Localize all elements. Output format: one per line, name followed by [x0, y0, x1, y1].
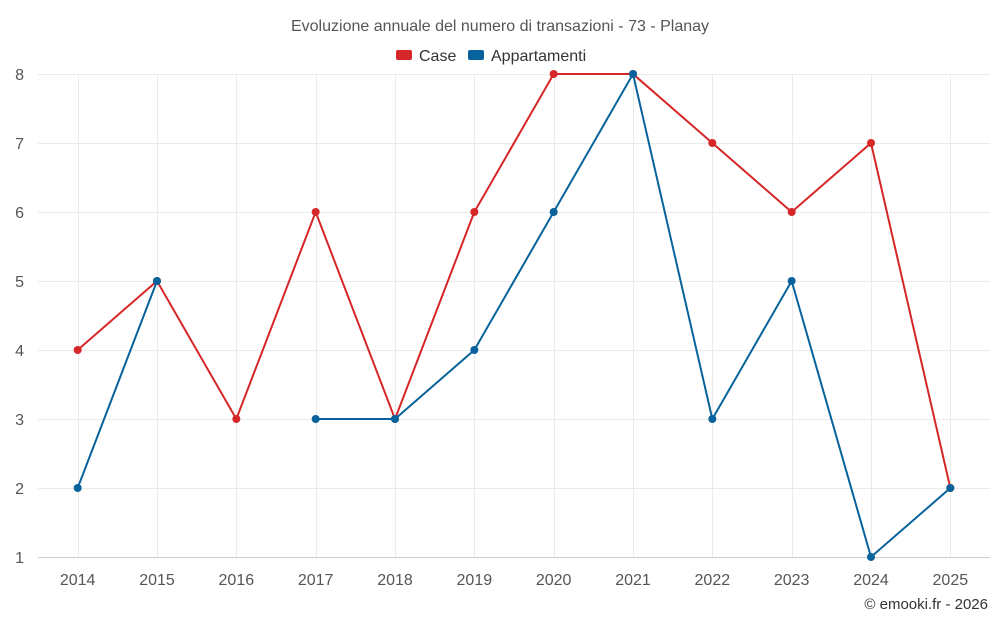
series-appartamenti [73, 70, 955, 561]
series-line-case [77, 73, 952, 489]
x-tick-label: 2014 [60, 572, 96, 589]
x-tick-label: 2022 [695, 572, 731, 589]
x-tick-label: 2015 [139, 572, 175, 589]
data-point-case[interactable] [549, 70, 558, 78]
data-point-case[interactable] [311, 208, 320, 216]
data-point-case[interactable] [708, 139, 717, 147]
series-line-appartamenti [76, 73, 951, 558]
data-point-case[interactable] [232, 415, 241, 423]
data-point-appartamenti[interactable] [73, 484, 82, 492]
data-point-case[interactable] [787, 208, 796, 216]
data-point-appartamenti[interactable] [946, 484, 955, 492]
legend: Case Appartamenti [396, 48, 586, 65]
x-tick-label: 2021 [615, 572, 651, 589]
data-point-case[interactable] [867, 139, 875, 147]
y-tick-label: 4 [15, 343, 24, 360]
legend-item-appartamenti[interactable]: Appartamenti [468, 48, 586, 65]
legend-item-case[interactable]: Case [396, 48, 456, 65]
chart-title: Evoluzione annuale del numero di transaz… [291, 18, 709, 35]
legend-swatch-appartamenti [468, 50, 484, 60]
y-tick-label: 8 [15, 67, 24, 84]
credit-text: © emooki.fr - 2026 [864, 596, 988, 613]
y-axis-tick-labels: 1 2 3 4 5 6 7 8 [15, 67, 24, 567]
y-tick-label: 1 [15, 550, 24, 567]
data-point-appartamenti[interactable] [629, 70, 637, 78]
x-tick-label: 2023 [774, 572, 810, 589]
y-tick-label: 6 [15, 205, 24, 222]
x-axis-tick-labels: 2014 2015 2016 2017 2018 2019 2020 2021 2022 2023… [60, 572, 968, 589]
data-point-case[interactable] [73, 346, 82, 354]
x-tick-label: 2024 [853, 572, 889, 589]
data-point-appartamenti[interactable] [311, 415, 320, 423]
legend-swatch-case [396, 50, 412, 60]
data-point-appartamenti[interactable] [470, 346, 479, 354]
y-tick-label: 2 [15, 481, 24, 498]
legend-label-appartamenti: Appartamenti [491, 48, 586, 65]
x-tick-label: 2016 [219, 572, 255, 589]
data-point-appartamenti[interactable] [708, 415, 717, 423]
legend-label-case: Case [419, 48, 456, 65]
data-point-appartamenti[interactable] [787, 277, 796, 285]
y-tick-label: 3 [15, 412, 24, 429]
x-tick-label: 2017 [298, 572, 334, 589]
data-point-appartamenti[interactable] [549, 208, 558, 216]
x-tick-label: 2018 [377, 572, 413, 589]
y-tick-label: 5 [15, 274, 24, 291]
x-tick-label: 2019 [457, 572, 493, 589]
x-tick-label: 2020 [536, 572, 572, 589]
data-point-appartamenti[interactable] [391, 415, 399, 423]
data-point-appartamenti[interactable] [867, 553, 875, 561]
y-tick-label: 7 [15, 136, 24, 153]
x-tick-label: 2025 [933, 572, 969, 589]
data-point-appartamenti[interactable] [153, 277, 161, 285]
series-layer [73, 70, 955, 561]
grid [38, 74, 990, 557]
data-point-case[interactable] [470, 208, 479, 216]
